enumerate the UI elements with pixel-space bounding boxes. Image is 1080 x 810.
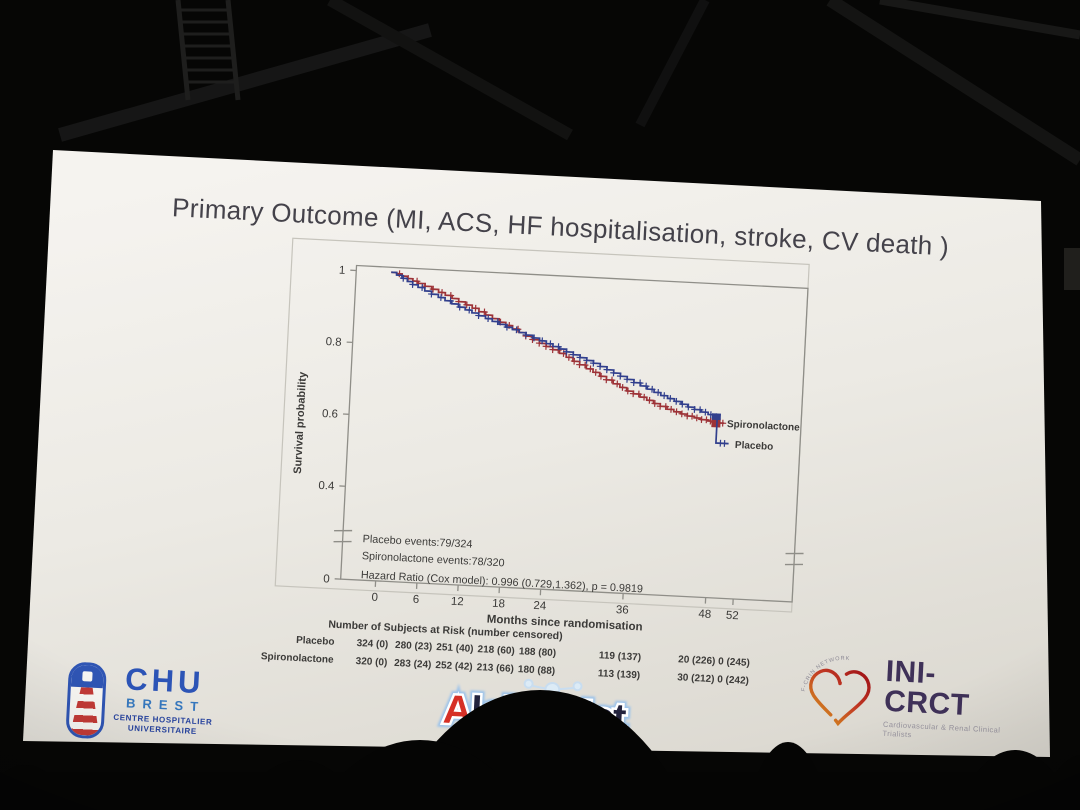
risk-row-label: Placebo	[296, 635, 335, 648]
risk-value: 30 (212) 0 (242)	[677, 672, 749, 687]
x-axis-ticks: 0 6 12 18 24 36 48 52	[371, 580, 739, 623]
risk-value: 251 (40)	[436, 642, 474, 655]
risk-row-label: Spironolactone	[261, 651, 335, 666]
risk-value: 180 (88)	[518, 664, 556, 677]
x-tick-label: 36	[616, 604, 629, 617]
risk-value: 188 (80)	[519, 646, 557, 659]
truss-ladder	[175, 0, 241, 101]
background-sliver	[1064, 248, 1080, 290]
y-tick-label: 0.4	[318, 480, 335, 493]
series-label-placebo: Placebo	[735, 440, 774, 453]
annotation-placebo-events: Placebo events:79/324	[362, 533, 472, 551]
heart-icon: F-CRIN NETWORK	[801, 653, 871, 726]
y-tick-label: 1	[339, 265, 346, 277]
axis-break-marks	[333, 529, 804, 566]
series-label-spironolactone: Spironolactone	[727, 419, 801, 434]
x-tick-label: 24	[533, 600, 547, 613]
x-tick-label: 12	[451, 596, 464, 609]
x-tick-label: 18	[492, 598, 505, 611]
slide: Primary Outcome (MI, ACS, HF hospitalisa…	[23, 150, 1050, 757]
risk-value: 324 (0)	[356, 638, 388, 651]
risk-value: 320 (0)	[355, 656, 387, 669]
x-tick-label: 0	[371, 592, 378, 604]
end-marker-placebo	[711, 413, 721, 421]
km-chart: 10.80.60.40 0 6 12 18 24 36 48 52 Months since …	[261, 237, 810, 687]
x-tick-label: 52	[726, 610, 739, 623]
risk-value: 213 (66)	[476, 662, 514, 675]
end-marker-spironolactone	[711, 418, 721, 428]
risk-value: 218 (60)	[477, 644, 515, 657]
truss-lines	[58, 0, 1080, 166]
risk-value: 280 (23)	[395, 640, 433, 653]
km-curves	[391, 270, 729, 447]
y-tick-label: 0	[323, 573, 330, 585]
y-tick-label: 0.6	[322, 408, 339, 421]
x-tick-label: 48	[698, 608, 711, 621]
risk-table-rows: Placebo 324 (0) 280 (23) 251 (40) 218 (60) 18…	[261, 635, 750, 687]
audience-row	[0, 772, 1080, 810]
risk-value: 283 (24)	[394, 658, 432, 671]
risk-value: 119 (137)	[599, 650, 642, 663]
risk-value: 252 (42)	[435, 660, 473, 673]
y-tick-label: 0.8	[325, 336, 342, 349]
plot-box	[339, 264, 809, 603]
ini-crct-logo: F-CRIN NETWORK INI-CRCT Cardiovascular &…	[800, 653, 1018, 745]
risk-value: 20 (226) 0 (245)	[678, 654, 750, 669]
y-axis-ticks: 1 0.8 0.6 0.4 0	[318, 265, 357, 586]
x-tick-label: 6	[413, 594, 420, 606]
risk-value: 113 (139)	[598, 668, 641, 681]
y-axis-title: Survival probability	[292, 371, 309, 474]
